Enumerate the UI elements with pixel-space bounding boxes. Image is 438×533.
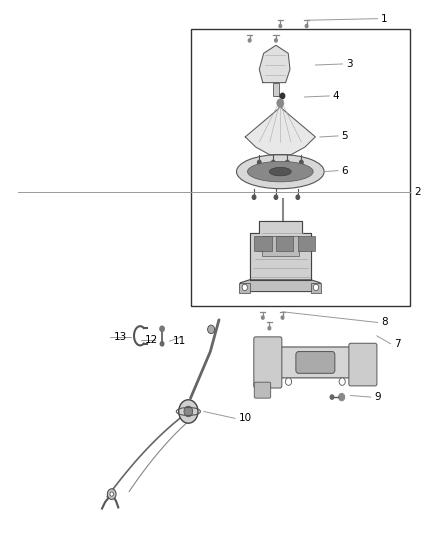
Circle shape: [179, 400, 198, 423]
Polygon shape: [245, 102, 315, 155]
Ellipse shape: [269, 167, 291, 176]
FancyBboxPatch shape: [296, 352, 335, 373]
Text: 10: 10: [239, 414, 252, 423]
Circle shape: [275, 39, 277, 42]
Text: 9: 9: [374, 392, 381, 402]
FancyBboxPatch shape: [254, 337, 282, 388]
Bar: [262, 236, 299, 256]
Circle shape: [281, 316, 284, 319]
Circle shape: [313, 284, 318, 290]
Polygon shape: [250, 221, 311, 280]
Text: 1: 1: [381, 14, 388, 23]
Ellipse shape: [247, 161, 313, 182]
Circle shape: [286, 378, 292, 385]
Circle shape: [286, 160, 289, 165]
Circle shape: [280, 93, 285, 99]
Circle shape: [248, 39, 251, 42]
Text: 4: 4: [333, 91, 339, 101]
Circle shape: [274, 195, 278, 199]
Text: 7: 7: [394, 339, 401, 349]
Circle shape: [305, 25, 308, 28]
Circle shape: [242, 284, 247, 290]
Bar: [254, 236, 272, 251]
Ellipse shape: [237, 155, 324, 189]
Bar: [191, 29, 410, 306]
Circle shape: [160, 342, 164, 346]
Circle shape: [252, 195, 256, 199]
Bar: [311, 283, 321, 293]
Polygon shape: [259, 45, 290, 83]
Bar: [273, 83, 279, 96]
Circle shape: [300, 160, 303, 165]
Circle shape: [296, 195, 300, 199]
Circle shape: [208, 325, 215, 334]
Circle shape: [268, 327, 271, 330]
Text: 2: 2: [414, 187, 420, 197]
FancyBboxPatch shape: [349, 343, 377, 386]
Bar: [298, 236, 315, 251]
Text: 12: 12: [145, 335, 158, 344]
Bar: [276, 236, 293, 251]
Circle shape: [272, 160, 275, 165]
Circle shape: [279, 25, 282, 28]
Circle shape: [277, 99, 284, 107]
Circle shape: [258, 160, 261, 165]
Circle shape: [261, 316, 264, 319]
Text: 11: 11: [173, 336, 186, 346]
Bar: [240, 283, 250, 293]
Circle shape: [339, 393, 345, 401]
Circle shape: [160, 326, 164, 332]
FancyBboxPatch shape: [254, 382, 271, 398]
Circle shape: [107, 489, 116, 499]
Circle shape: [184, 406, 193, 417]
Text: 13: 13: [114, 333, 127, 342]
Circle shape: [330, 395, 334, 399]
Text: 6: 6: [342, 166, 348, 175]
Text: 5: 5: [342, 131, 348, 141]
Circle shape: [339, 378, 345, 385]
Text: 8: 8: [381, 318, 388, 327]
FancyBboxPatch shape: [275, 347, 356, 378]
Text: 3: 3: [346, 59, 353, 69]
Polygon shape: [240, 280, 320, 292]
Circle shape: [110, 492, 113, 496]
